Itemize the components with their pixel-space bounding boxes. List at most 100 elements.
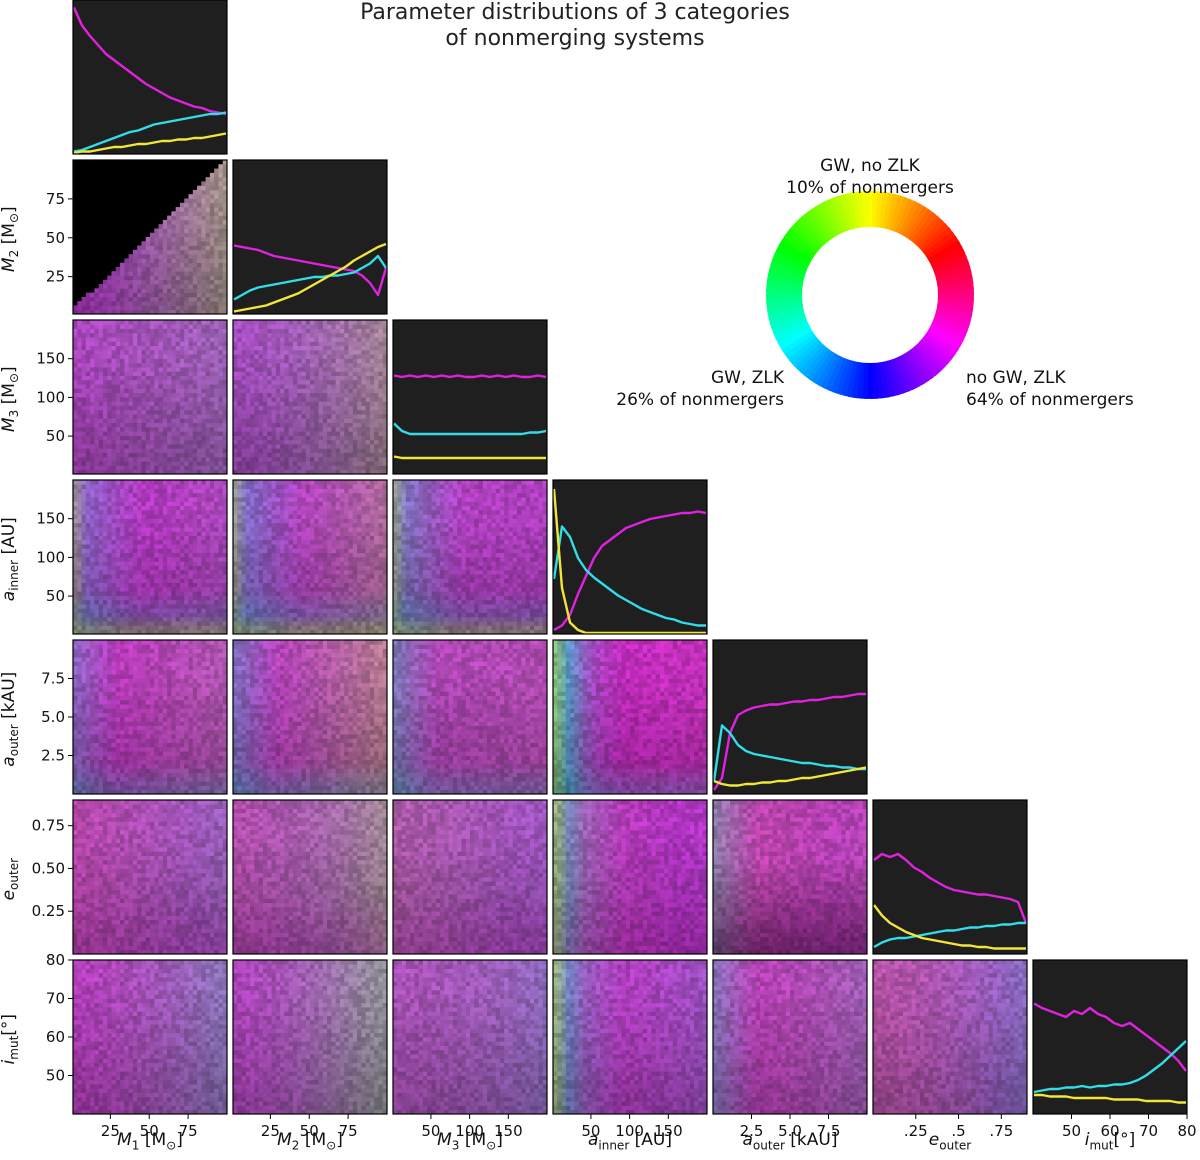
y-tick-label: 50 [46,587,65,605]
diagonal-panel-ainner [552,480,707,635]
y-tick-label: 80 [46,951,65,969]
panel-frame [712,639,868,795]
x-tick-label: 75 [339,1122,358,1140]
series-line-gw-no-zlk [713,766,867,787]
legend-top-line-2: 10% of nonmergers [760,178,980,199]
panel-frame [72,799,228,955]
heatmap-panel-m1-vs-ainner [73,480,228,635]
y-tick-label: 2.5 [41,747,65,765]
legend-left-line-1: GW, ZLK [588,368,784,389]
heatmap-panel-m3-vs-eouter [393,800,548,955]
heatmap-panel-m1-vs-m2 [73,160,228,315]
diagonal-panel-m1 [72,0,227,155]
series-line-gw-zlk [1033,1040,1187,1094]
x-tick-label: .75 [989,1122,1013,1140]
diagonal-panel-background [1033,960,1187,1114]
x-tick-label: 25 [261,1122,280,1140]
series-line-gw-zlk [73,111,227,153]
series-line-no-gw-zlk [713,692,866,791]
color-wheel-ring [766,191,974,399]
x-tick-label: 50 [421,1122,440,1140]
tick-marks: 25 50 75 25 50 75 50 100 150 50 100 150 2.5 5.0 7.5 .25… [32,190,1197,1140]
x-tick-label: 50 [300,1122,319,1140]
x-tick-label: 5.0 [778,1122,802,1140]
x-tick-label: 25 [101,1122,120,1140]
heatmap-panel-aouter-vs-eouter [713,800,868,955]
series-line-gw-no-zlk [873,904,1026,950]
panel-frame [232,799,388,955]
x-tick-label: 80 [1177,1122,1196,1140]
x-axis-label-m2: M2 [M⊙] [223,1130,397,1156]
heatmap-panel-m1-vs-imut [73,960,228,1115]
heatmap-panel-aouter-vs-imut [713,960,868,1115]
diagonal-panel-background [393,320,547,474]
x-tick-label: 75 [179,1122,198,1140]
diagonal-panel-background [553,480,707,634]
series-line-no-gw-zlk [553,510,707,632]
series-line-gw-no-zlk [393,455,546,460]
panel-frame [232,159,388,315]
y-tick-label: 0.50 [32,859,65,877]
y-tick-label: 100 [36,548,65,566]
legend-right-line-2: 64% of nonmergers [966,390,1176,411]
y-tick-label: 70 [46,990,65,1008]
y-tick-label: 0.25 [32,902,65,920]
legend-left-line-2: 26% of nonmergers [578,390,784,411]
x-tick-label: .25 [904,1122,928,1140]
y-tick-label: 150 [36,510,65,528]
diagonal-panel-background [73,0,227,154]
y-axis-label-m2: M2 [M⊙] [0,164,25,314]
y-tick-label: 25 [46,268,65,286]
panel-frame [552,479,708,635]
y-tick-label: 50 [46,427,65,445]
series-line-gw-zlk [393,422,547,436]
x-tick-label: 60 [1100,1122,1119,1140]
y-axis-label-ainner: ainner [AU] [0,484,25,634]
heatmap-panel-m2-vs-eouter [233,800,388,955]
heatmap-panel-m2-vs-imut [233,960,388,1115]
panel-frame [72,159,228,315]
heatmap-panel-m3-vs-aouter [393,640,548,795]
x-axis-label-ainner: ainner [AU] [543,1130,717,1156]
x-tick-label: 100 [455,1122,484,1140]
x-tick-label: .5 [951,1122,965,1140]
heatmap-panel-m2-vs-aouter [233,640,388,795]
figure-title: Parameter distributions of 3 categories … [330,0,820,52]
panel-frame [872,799,1028,955]
y-tick-label: 75 [46,190,65,208]
x-axis-label-m3: M3 [M⊙] [383,1130,557,1156]
heatmap-panel-ainner-vs-aouter [553,640,708,795]
x-tick-label: 150 [494,1122,523,1140]
panel-frame [392,799,548,955]
x-tick-label: 150 [654,1122,683,1140]
series-line-gw-zlk [873,921,1026,949]
x-tick-label: 70 [1139,1122,1158,1140]
y-tick-label: 60 [46,1028,65,1046]
diagonal-panel-eouter [873,800,1028,954]
y-axis-label-eouter: eouter [0,804,25,954]
panel-frame [232,959,388,1115]
heatmap-panel-m1-vs-eouter [73,800,228,955]
panel-frame [392,479,548,635]
panel-frame [232,319,388,475]
series-line-gw-zlk [552,525,706,627]
series-line-no-gw-zlk [873,852,1028,924]
heatmap-panel-eouter-vs-imut [873,960,1028,1115]
x-axis-label-aouter: aouter [kAU] [703,1130,877,1156]
series-line-no-gw-zlk [72,7,227,116]
x-axis-label-m1: M1 [M⊙] [63,1130,237,1156]
heatmap-panel-ainner-vs-imut [553,960,708,1115]
x-tick-label: 50 [581,1122,600,1140]
category-color-wheel [766,191,974,399]
heatmap-panel-m1-vs-aouter [73,640,228,795]
legend-right-line-1: no GW, ZLK [966,368,1166,389]
diagonal-panel-m2 [233,160,388,314]
x-axis-label-imut: imut[°] [1023,1130,1197,1156]
y-tick-label: 5.0 [41,708,65,726]
diagonal-panel-aouter [712,640,867,794]
diagonal-panel-imut [1033,960,1187,1114]
y-tick-label: 100 [36,388,65,406]
series-line-gw-zlk [233,254,387,301]
y-axis-label-m3: M3 [M⊙] [0,324,25,474]
